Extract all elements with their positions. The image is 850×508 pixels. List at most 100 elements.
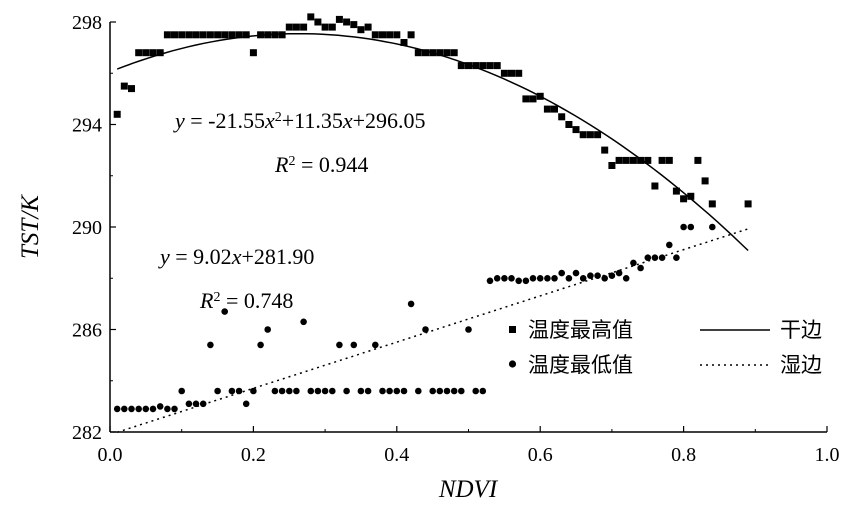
min-temp-point xyxy=(149,405,157,413)
max-temp-point xyxy=(565,121,573,128)
x-axis-title: NDVI xyxy=(438,476,499,503)
wet-edge-equation: y = 9.02x+281.90 xyxy=(158,244,314,269)
legend-label-dry: 干边 xyxy=(780,318,822,342)
y-tick-label: 298 xyxy=(72,12,102,34)
max-temp-point xyxy=(264,31,272,39)
y-tick-label: 282 xyxy=(72,422,102,444)
max-temp-point xyxy=(393,31,401,39)
min-temp-point xyxy=(443,387,451,395)
x-tick-label: 0.8 xyxy=(671,444,696,466)
min-temp-point xyxy=(565,275,573,282)
max-temp-point xyxy=(658,156,666,164)
min-temp-point xyxy=(250,387,257,395)
min-temp-point xyxy=(321,387,329,395)
min-temp-point xyxy=(465,326,472,333)
max-temp-point xyxy=(744,200,752,208)
min-temp-point xyxy=(185,400,193,408)
x-axis-ticks: 0.0 0.2 0.4 0.6 0.8 1.0 xyxy=(98,426,840,466)
min-temp-point xyxy=(242,400,250,408)
y-axis-title: TST/K xyxy=(17,194,44,259)
x-tick-label: 1.0 xyxy=(815,444,840,466)
min-temp-point xyxy=(400,387,408,395)
max-temp-point xyxy=(536,92,544,100)
dry-edge-equation: y = -21.55x2+11.35x+296.05 xyxy=(173,108,426,133)
max-temp-point xyxy=(371,31,379,39)
max-temp-point xyxy=(414,49,422,57)
min-temp-point xyxy=(113,405,121,413)
min-temp-point xyxy=(271,387,279,395)
max-temp-point xyxy=(199,31,207,39)
max-temp-point xyxy=(156,49,164,57)
min-temp-point xyxy=(178,387,185,395)
max-temp-point xyxy=(214,31,222,39)
min-temp-point xyxy=(329,387,336,395)
min-temp-point xyxy=(630,259,637,267)
min-temp-point xyxy=(594,272,601,280)
max-temp-point xyxy=(278,31,286,39)
max-temp-point xyxy=(443,49,451,57)
fit-lines xyxy=(116,32,749,434)
min-temp-point xyxy=(307,387,315,395)
max-temp-point xyxy=(457,62,465,70)
min-temp-point xyxy=(680,223,687,231)
max-temp-point xyxy=(629,156,637,164)
min-temp-point xyxy=(314,387,322,395)
y-axis-ticks: 282 286 290 294 298 xyxy=(72,12,116,444)
max-temp-point xyxy=(644,156,652,164)
max-temp-point xyxy=(522,95,530,103)
max-temp-point xyxy=(615,156,623,164)
max-temp-point xyxy=(271,31,279,39)
max-temp-point xyxy=(450,49,458,57)
min-temp-point xyxy=(415,387,422,395)
min-temp-point xyxy=(286,387,293,395)
x-tick-label: 0.4 xyxy=(384,444,409,466)
x-tick-label: 0.2 xyxy=(241,444,266,466)
min-temp-point xyxy=(407,300,415,308)
min-temp-point xyxy=(235,387,243,395)
max-temp-point xyxy=(350,21,358,29)
min-temp-point xyxy=(164,405,171,413)
min-temp-point xyxy=(522,277,530,285)
min-temp-point xyxy=(450,387,458,395)
max-temp-point xyxy=(436,49,444,57)
min-temp-point xyxy=(666,241,673,249)
legend: 温度最高值 温度最低值 干边 湿边 xyxy=(508,318,822,377)
min-temp-point xyxy=(558,269,565,277)
wet-edge-r2: R2 = 0.748 xyxy=(199,288,293,313)
max-temp-point xyxy=(465,62,472,70)
max-temp-point xyxy=(529,95,537,103)
min-temp-point xyxy=(436,387,444,395)
max-temp-point xyxy=(142,49,150,57)
min-temp-point xyxy=(379,387,386,395)
min-temp-point xyxy=(651,254,659,261)
min-temp-point xyxy=(579,275,587,282)
min-temp-point xyxy=(393,387,401,395)
max-temp-point xyxy=(357,26,365,34)
max-temp-point xyxy=(171,31,178,39)
max-temp-point xyxy=(486,62,494,70)
max-temp-point xyxy=(422,49,429,57)
min-temp-point xyxy=(709,223,716,231)
min-temp-point xyxy=(293,387,300,395)
min-temp-point xyxy=(386,387,393,395)
max-temp-point xyxy=(551,105,558,113)
min-temp-point xyxy=(501,275,508,282)
min-temp-point xyxy=(687,223,695,231)
min-temp-point xyxy=(228,387,236,395)
y-tick-label: 286 xyxy=(72,320,102,342)
max-temp-point xyxy=(335,15,343,23)
max-temp-point xyxy=(479,62,487,70)
legend-label-wet: 湿边 xyxy=(780,353,822,377)
max-temp-point xyxy=(379,31,386,39)
legend-marker-min xyxy=(508,360,517,368)
max-temp-point xyxy=(500,69,508,77)
max-temp-point xyxy=(687,192,695,200)
max-temp-point xyxy=(120,82,128,90)
max-temp-point xyxy=(307,13,315,21)
min-temp-point xyxy=(214,387,221,395)
max-temp-point xyxy=(386,31,394,39)
min-temp-point xyxy=(300,318,307,326)
legend-marker-max xyxy=(509,326,516,333)
min-temp-point xyxy=(508,275,515,282)
